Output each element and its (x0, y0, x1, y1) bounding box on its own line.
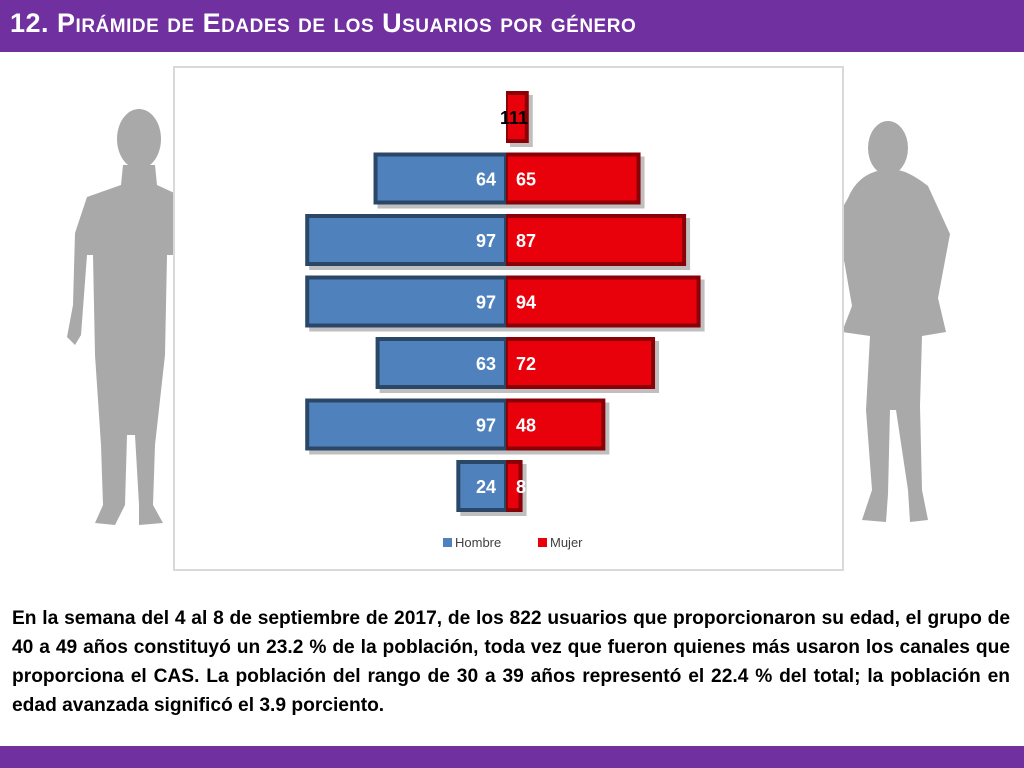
bar-hombre (377, 156, 504, 201)
data-label-hombre: 97 (476, 416, 496, 436)
bar-hombre (309, 279, 504, 324)
data-label-mujer: 87 (516, 231, 536, 251)
data-label-hombre: 97 (476, 293, 496, 313)
data-label-mujer: 65 (516, 170, 536, 190)
bar-hombre (379, 341, 504, 385)
data-label-mujer: 8 (516, 477, 526, 497)
data-label-top: 111 (500, 108, 528, 128)
data-label-mujer: 48 (516, 416, 536, 436)
chart-frame: 24 8 97 48 63 72 97 94 97 87 64 65 111 Hombre Mujer (173, 66, 844, 571)
data-label-mujer: 72 (516, 354, 536, 374)
bar-mujer (508, 156, 637, 201)
bar-mujer (508, 402, 602, 447)
bar-mujer (508, 279, 697, 324)
legend-label-hombre: Hombre (455, 535, 501, 550)
bar-mujer (508, 218, 683, 262)
population-pyramid-chart: 24 8 97 48 63 72 97 94 97 87 64 65 111 Hombre Mujer (305, 91, 705, 550)
bar-hombre (309, 218, 504, 262)
legend-swatch-mujer (538, 538, 547, 547)
legend-swatch-hombre (443, 538, 452, 547)
bar-mujer (508, 464, 519, 508)
bar-mujer (508, 95, 525, 139)
bottom-bar (0, 746, 1024, 768)
data-label-hombre: 24 (476, 477, 496, 497)
bar-hombre (460, 464, 504, 508)
title-bar: 12. Pirámide de Edades de los Usuarios p… (0, 0, 1024, 52)
bar-mujer (508, 341, 652, 385)
man-silhouette-icon (67, 109, 195, 525)
page-title: 12. Pirámide de Edades de los Usuarios p… (10, 8, 637, 38)
data-label-hombre: 64 (476, 170, 496, 190)
legend-label-mujer: Mujer (550, 535, 583, 550)
data-label-mujer: 94 (516, 293, 536, 313)
bar-hombre (309, 402, 504, 447)
description-paragraph: En la semana del 4 al 8 de septiembre de… (12, 608, 1010, 716)
data-label-hombre: 63 (476, 354, 496, 374)
data-label-hombre: 97 (476, 231, 496, 251)
